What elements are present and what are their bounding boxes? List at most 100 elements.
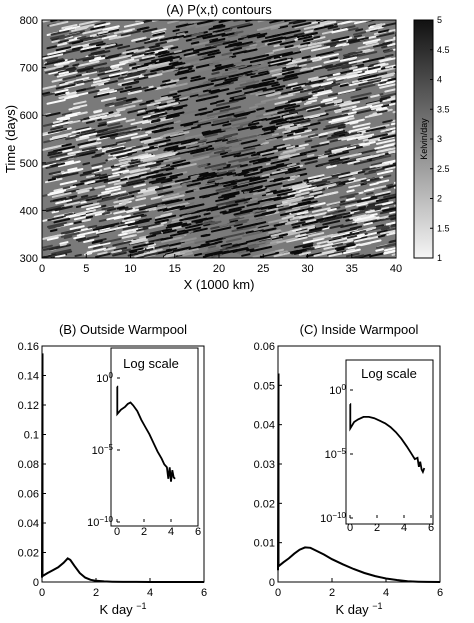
heatmap-streak bbox=[315, 180, 331, 186]
heatmap-streak bbox=[71, 46, 83, 51]
heatmap-streak bbox=[345, 177, 367, 184]
panel-a-y-ticks: 300 400 500 600 700 800 bbox=[20, 15, 46, 265]
heatmap-streak bbox=[365, 40, 378, 46]
y-tick-label: 0.06 bbox=[254, 341, 275, 353]
panel-c-title: (C) Inside Warmpool bbox=[300, 322, 419, 337]
heatmap-streak bbox=[212, 57, 233, 63]
heatmap-streak bbox=[251, 217, 268, 223]
heatmap-streak bbox=[90, 80, 109, 87]
panel-b-series-line bbox=[41, 353, 204, 583]
heatmap-streak bbox=[286, 229, 309, 236]
heatmap-streak bbox=[55, 65, 69, 70]
heatmap-streak bbox=[389, 161, 396, 165]
heatmap-streak bbox=[239, 80, 260, 87]
heatmap-streak bbox=[245, 46, 257, 51]
heatmap-streak bbox=[167, 201, 190, 209]
heatmap-streak bbox=[238, 75, 247, 79]
heatmap-streak bbox=[123, 74, 143, 80]
heatmap-streak bbox=[164, 252, 174, 256]
heatmap-streak bbox=[235, 113, 249, 118]
heatmap-streak bbox=[142, 27, 158, 33]
x-tick-label: 0 bbox=[39, 587, 45, 599]
heatmap-streak bbox=[299, 228, 322, 236]
heatmap-streak bbox=[174, 63, 191, 69]
heatmap-streak bbox=[265, 108, 276, 113]
heatmap-streak bbox=[360, 242, 372, 247]
heatmap-streak bbox=[273, 252, 291, 258]
heatmap-streak bbox=[156, 102, 179, 109]
heatmap-streak bbox=[388, 213, 396, 218]
heatmap-streak bbox=[270, 58, 280, 62]
heatmap-streak bbox=[258, 224, 270, 229]
heatmap-streak bbox=[179, 205, 196, 211]
heatmap-streak bbox=[272, 51, 294, 58]
heatmap-streak bbox=[327, 250, 347, 257]
heatmap-streak bbox=[76, 88, 87, 93]
y-tick-label: 0.16 bbox=[18, 341, 39, 353]
heatmap-streak bbox=[186, 182, 201, 187]
x-tick-label: 4 bbox=[147, 587, 153, 599]
heatmap-streak bbox=[261, 76, 277, 82]
heatmap-streak bbox=[357, 74, 378, 81]
heatmap-streak bbox=[179, 76, 188, 80]
heatmap-streak bbox=[127, 150, 138, 155]
heatmap-streak bbox=[221, 203, 239, 209]
panel-c-inset-frame bbox=[345, 359, 434, 525]
heatmap-streak bbox=[69, 195, 78, 199]
heatmap-streak bbox=[59, 154, 80, 161]
heatmap-streak bbox=[340, 20, 353, 25]
heatmap-streak bbox=[64, 26, 73, 31]
heatmap-streak bbox=[124, 85, 133, 90]
heatmap-streak bbox=[374, 190, 391, 196]
heatmap-streak bbox=[139, 101, 151, 106]
heatmap-streak bbox=[344, 132, 362, 138]
heatmap-streak bbox=[269, 67, 283, 73]
heatmap-streak bbox=[209, 101, 218, 105]
heatmap-streak bbox=[310, 142, 330, 149]
heatmap-streak bbox=[309, 191, 323, 196]
heatmap-streak bbox=[394, 255, 396, 258]
heatmap-streak bbox=[382, 119, 393, 124]
heatmap-streak bbox=[130, 133, 149, 140]
heatmap-streak bbox=[307, 174, 325, 180]
heatmap-streak bbox=[314, 243, 334, 249]
heatmap-streak bbox=[120, 30, 141, 37]
heatmap-streak bbox=[366, 20, 373, 22]
heatmap-streak bbox=[291, 221, 306, 226]
heatmap-streak bbox=[349, 121, 359, 125]
y-tick-label: 0.02 bbox=[254, 498, 275, 510]
heatmap-streak bbox=[284, 116, 294, 121]
heatmap-streak bbox=[176, 32, 185, 36]
heatmap-streak bbox=[79, 172, 92, 177]
heatmap-streak bbox=[74, 55, 95, 62]
heatmap-streak bbox=[201, 183, 216, 188]
heatmap-streak bbox=[111, 193, 129, 199]
heatmap-streak bbox=[318, 134, 328, 139]
heatmap-streak bbox=[117, 45, 131, 50]
heatmap-streak bbox=[94, 185, 106, 190]
heatmap-streak bbox=[202, 253, 214, 258]
heatmap-streak bbox=[152, 231, 163, 236]
heatmap-streak bbox=[55, 199, 73, 205]
heatmap-streak bbox=[237, 81, 247, 85]
heatmap-streak bbox=[245, 79, 254, 83]
heatmap-streak bbox=[192, 46, 212, 52]
heatmap-streak bbox=[348, 27, 359, 32]
heatmap-streak bbox=[300, 216, 315, 222]
heatmap-streak bbox=[148, 73, 163, 78]
heatmap-streak bbox=[78, 20, 101, 26]
heatmap-streak bbox=[388, 150, 396, 155]
heatmap-streak bbox=[307, 179, 328, 186]
heatmap-streak bbox=[338, 36, 353, 42]
heatmap-streak bbox=[60, 232, 80, 238]
heatmap-streak bbox=[279, 66, 302, 73]
heatmap-streak bbox=[252, 68, 269, 74]
heatmap-streak bbox=[93, 169, 103, 173]
heatmap-streak bbox=[210, 90, 221, 94]
heatmap-streak bbox=[338, 171, 359, 178]
heatmap-streak bbox=[210, 146, 227, 152]
heatmap-streak bbox=[386, 231, 396, 236]
heatmap-streak bbox=[327, 207, 337, 212]
heatmap-streak bbox=[263, 127, 279, 133]
